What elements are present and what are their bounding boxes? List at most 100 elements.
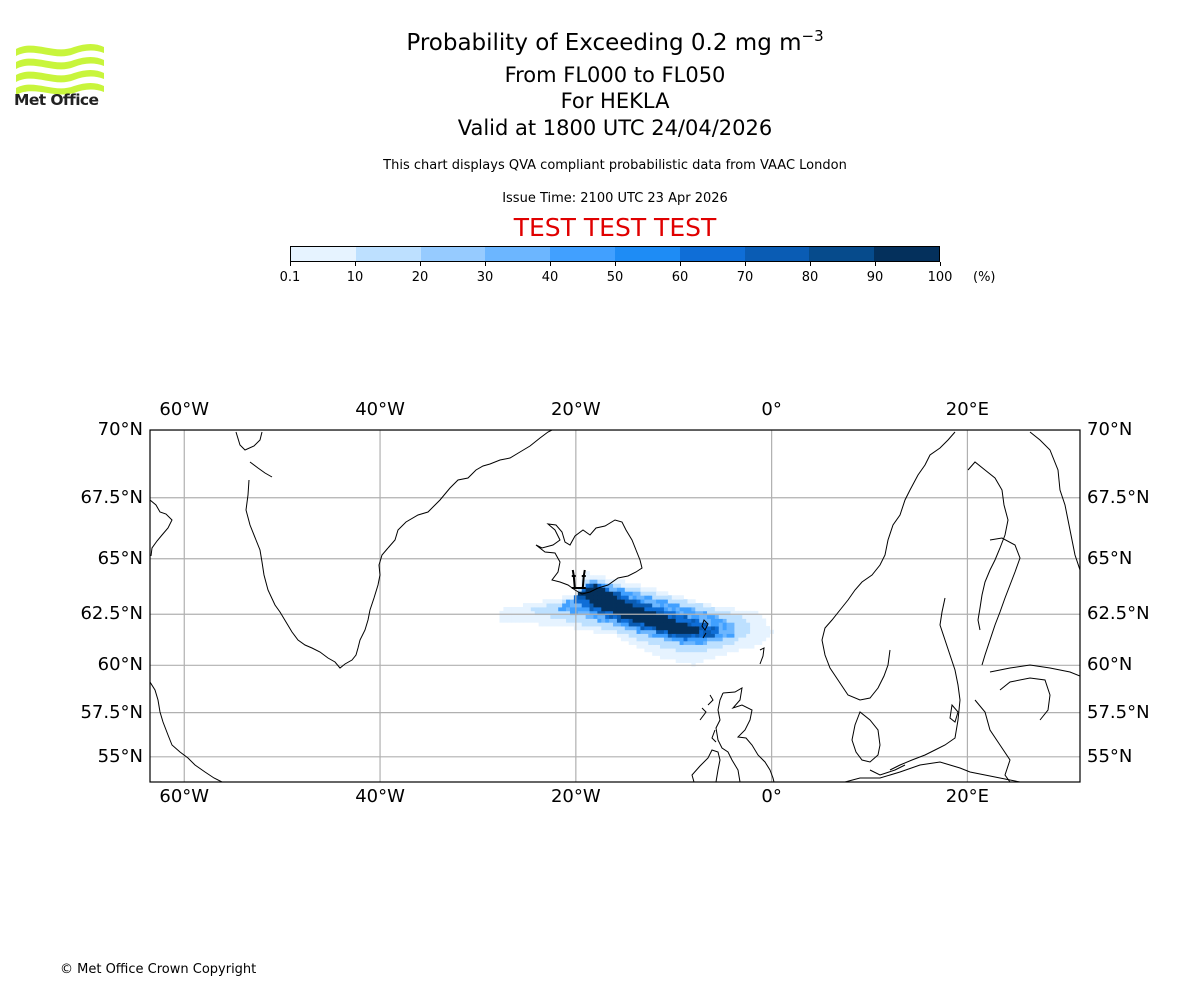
plume-cell xyxy=(628,618,634,623)
plume-cell xyxy=(683,614,688,619)
plume-cell xyxy=(718,651,724,656)
plume-cell xyxy=(671,637,677,642)
plume-cell xyxy=(632,610,637,616)
plume-cell xyxy=(589,626,594,631)
plume-cell xyxy=(679,606,684,612)
plume-cell xyxy=(538,618,543,623)
plume-cell xyxy=(718,629,724,634)
plume-cell xyxy=(671,595,677,600)
plume-cell xyxy=(616,599,622,604)
plume-cell xyxy=(660,591,665,596)
plume-cell xyxy=(605,618,610,623)
plume-cell xyxy=(632,591,637,596)
plume-cell xyxy=(585,622,590,627)
plume-cell xyxy=(683,610,688,616)
plume-cell xyxy=(726,622,731,627)
plume-cell xyxy=(581,614,587,619)
plume-cell xyxy=(597,595,602,600)
plume-cell xyxy=(710,651,716,656)
plume-cell xyxy=(620,637,626,642)
plume-cell xyxy=(754,618,759,623)
plume-cell xyxy=(593,614,598,619)
plume-cell xyxy=(515,610,520,616)
plume-cell xyxy=(628,629,634,634)
colorbar-tick-label: 70 xyxy=(736,270,754,285)
plume-cell xyxy=(699,637,704,642)
plume-cell xyxy=(581,595,587,600)
plume-cell xyxy=(718,606,724,612)
plume-cell xyxy=(656,599,661,604)
plume-cell xyxy=(648,622,653,627)
plume-cell xyxy=(499,610,504,616)
plume-cell xyxy=(550,614,555,619)
plume-cell xyxy=(757,626,763,631)
plume-cell xyxy=(511,610,516,616)
plume-cell xyxy=(624,614,630,619)
plume-cell xyxy=(726,629,731,634)
plume-cell xyxy=(534,606,540,612)
colorbar-segment xyxy=(874,247,939,261)
plume-cell xyxy=(644,640,649,645)
plume-cell xyxy=(620,622,626,627)
test-banner: TEST TEST TEST xyxy=(513,213,717,242)
plume-cell xyxy=(660,622,665,627)
coastline-gotland xyxy=(949,703,959,723)
colorbar-tick-label: 60 xyxy=(671,270,689,285)
plume-cell xyxy=(624,622,630,627)
coastline-hebrides xyxy=(699,694,717,743)
plume-cell xyxy=(667,651,673,656)
plume-cell xyxy=(718,614,724,619)
plume-cell xyxy=(609,610,614,616)
graticule xyxy=(150,430,1080,782)
plume-cell xyxy=(703,644,708,649)
plume-cell xyxy=(703,610,708,616)
colorbar-tick-label: 10 xyxy=(346,270,364,285)
plume-cell xyxy=(558,622,563,627)
colorbar-tick xyxy=(874,262,876,266)
plume-cell xyxy=(566,606,571,612)
plume-cell xyxy=(652,648,657,653)
plume-cell xyxy=(691,662,696,667)
plume-cell xyxy=(515,606,520,612)
plume-cell xyxy=(660,618,665,623)
plume-cell xyxy=(699,640,704,645)
plume-cell xyxy=(734,622,739,627)
plume-cell xyxy=(636,644,641,649)
plume-cell xyxy=(640,610,645,616)
plume-cell xyxy=(663,599,669,604)
plume-cell xyxy=(703,614,708,619)
plume-cell xyxy=(636,583,641,588)
plume-cell xyxy=(663,637,669,642)
plume-cell xyxy=(632,629,637,634)
plume-cell xyxy=(691,622,696,627)
plume-cell xyxy=(703,648,708,653)
plume-cell xyxy=(710,614,716,619)
plume-cell xyxy=(636,629,641,634)
plume-cell xyxy=(609,606,614,612)
plume-cell xyxy=(601,599,606,604)
plume-cell xyxy=(730,610,735,616)
plume-cell xyxy=(636,640,641,645)
plume-cell xyxy=(601,603,606,608)
plume-cell xyxy=(699,655,704,660)
plume-cell xyxy=(734,637,739,642)
plume-cell xyxy=(726,640,731,645)
plume-cell xyxy=(644,603,649,608)
longitude-label: 0° xyxy=(761,786,782,807)
plume-cell xyxy=(675,618,681,623)
plume-cell xyxy=(605,595,610,600)
plume-cell xyxy=(652,640,657,645)
plume-cell xyxy=(519,610,524,616)
plume-cell xyxy=(507,610,512,616)
plume-cell xyxy=(644,644,649,649)
plume-cell xyxy=(699,633,704,638)
plume-cell xyxy=(542,606,547,612)
colorbar-tick xyxy=(939,262,941,266)
plume-cell xyxy=(663,655,669,660)
plume-cell xyxy=(757,633,763,638)
plume-cell xyxy=(605,599,610,604)
plume-cell xyxy=(656,651,661,656)
plume-cell xyxy=(730,629,735,634)
plume-cell xyxy=(566,618,571,623)
plume-cell xyxy=(507,618,512,623)
